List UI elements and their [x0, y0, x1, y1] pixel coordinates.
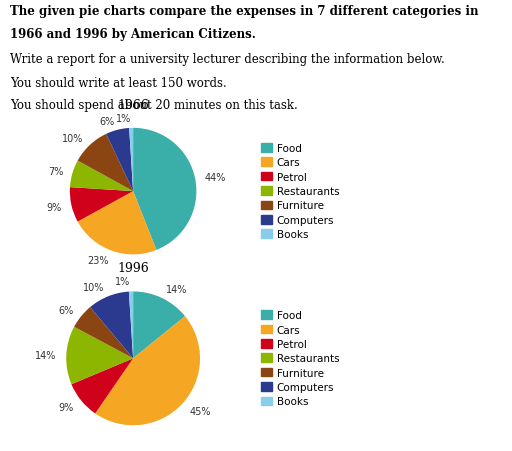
Wedge shape: [66, 327, 133, 384]
Title: 1966: 1966: [117, 99, 149, 111]
Wedge shape: [78, 192, 156, 255]
Wedge shape: [106, 129, 133, 192]
Text: 9%: 9%: [47, 202, 62, 212]
Text: 6%: 6%: [100, 116, 115, 126]
Wedge shape: [70, 188, 133, 222]
Text: 14%: 14%: [35, 350, 56, 360]
Wedge shape: [133, 129, 197, 250]
Text: 1966 and 1996 by American Citizens.: 1966 and 1996 by American Citizens.: [10, 28, 256, 41]
Wedge shape: [78, 134, 133, 192]
Wedge shape: [71, 359, 133, 414]
Text: 10%: 10%: [83, 282, 104, 292]
Text: You should write at least 150 words.: You should write at least 150 words.: [10, 77, 227, 90]
Wedge shape: [95, 317, 200, 425]
Text: 10%: 10%: [62, 134, 83, 144]
Wedge shape: [90, 292, 133, 359]
Text: You should spend about 20 minutes on this task.: You should spend about 20 minutes on thi…: [10, 99, 298, 112]
Text: 6%: 6%: [58, 305, 73, 315]
Text: Write a report for a university lecturer describing the information below.: Write a report for a university lecturer…: [10, 53, 445, 66]
Text: 9%: 9%: [58, 402, 73, 412]
Wedge shape: [133, 292, 185, 359]
Text: 14%: 14%: [166, 284, 187, 294]
Wedge shape: [70, 161, 133, 192]
Text: 7%: 7%: [48, 166, 63, 176]
Text: The given pie charts compare the expenses in 7 different categories in: The given pie charts compare the expense…: [10, 5, 479, 18]
Legend: Food, Cars, Petrol, Restaurants, Furniture, Computers, Books: Food, Cars, Petrol, Restaurants, Furnitu…: [261, 144, 339, 239]
Legend: Food, Cars, Petrol, Restaurants, Furniture, Computers, Books: Food, Cars, Petrol, Restaurants, Furnitu…: [261, 311, 339, 406]
Text: 1%: 1%: [115, 277, 131, 287]
Text: 45%: 45%: [189, 405, 211, 416]
Text: 23%: 23%: [87, 255, 109, 265]
Text: 1%: 1%: [116, 114, 131, 124]
Wedge shape: [129, 292, 133, 359]
Wedge shape: [129, 129, 133, 192]
Wedge shape: [74, 308, 133, 359]
Title: 1996: 1996: [117, 261, 149, 274]
Text: 44%: 44%: [205, 173, 226, 183]
